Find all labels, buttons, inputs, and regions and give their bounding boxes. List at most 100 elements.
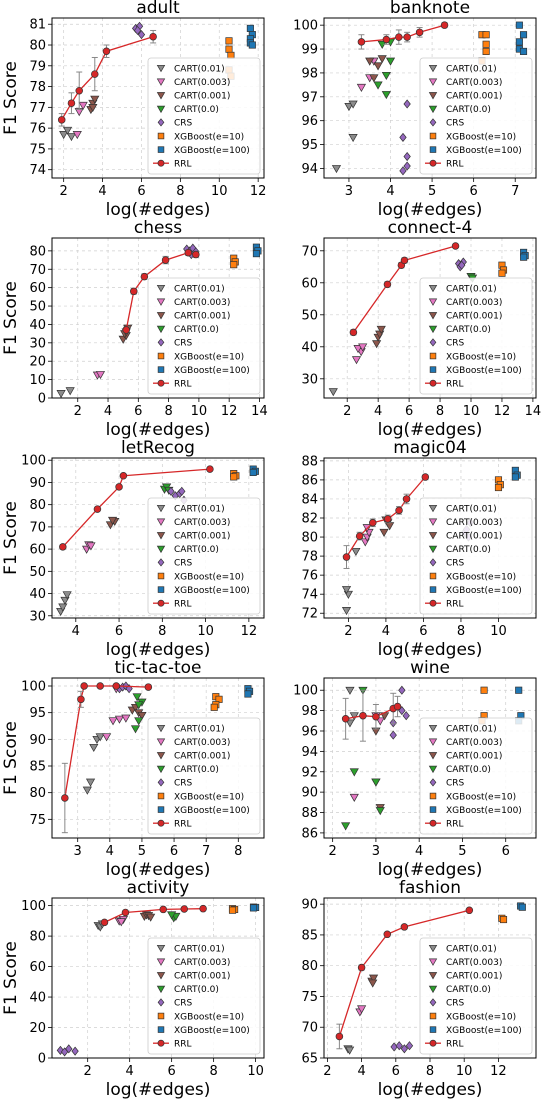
legend-item: CART(0.01) <box>428 64 497 74</box>
legend-marker <box>156 958 166 966</box>
data-point <box>345 686 355 695</box>
data-point <box>56 1045 65 1055</box>
legend-item: CART(0.01) <box>156 944 225 954</box>
legend-item: XGBoost(e=100) <box>157 806 250 816</box>
data-point <box>244 690 252 698</box>
series-XGBoost(e=100) <box>511 466 521 481</box>
data-point <box>61 794 69 802</box>
series-CART(0.01) <box>59 126 77 142</box>
data-point <box>167 911 177 920</box>
legend: CART(0.01) CART(0.003) CART(0.001) CART(0.0… <box>147 717 261 835</box>
data-point <box>86 542 96 551</box>
data-point <box>498 269 506 277</box>
y-tick-label: 98 <box>301 704 318 719</box>
x-axis-label: log(#edges) <box>106 640 211 660</box>
y-tick-label: 80 <box>29 498 46 513</box>
x-tick-label: 5 <box>458 844 466 859</box>
series-CART(0.001) <box>139 911 156 922</box>
series-CART(0.003) <box>102 685 131 742</box>
y-tick-label: 40 <box>29 587 46 602</box>
y-tick-label: 78 <box>301 550 318 565</box>
legend-marker <box>156 92 166 100</box>
data-point <box>349 768 359 777</box>
legend-item: CART(0.01) <box>156 504 225 514</box>
legend-marker <box>156 518 166 526</box>
data-point <box>65 387 75 396</box>
y-axis-label: F1 Score <box>1 721 21 795</box>
legend-marker <box>157 558 165 567</box>
legend-marker <box>428 944 438 953</box>
legend-label: XGBoost(e=10) <box>446 1012 516 1022</box>
legend-marker <box>157 338 165 347</box>
data-point <box>368 979 378 988</box>
legend-label: XGBoost(e=100) <box>446 1026 522 1036</box>
y-tick-label: 30 <box>29 609 46 624</box>
legend-label: CRS <box>174 779 193 789</box>
legend-label: CART(0.0) <box>174 105 219 115</box>
legend-item: CART(0.001) <box>156 972 230 982</box>
x-tick-label: 12 <box>241 624 258 639</box>
data-point <box>249 468 257 476</box>
data-point <box>59 543 67 551</box>
legend-label: CART(0.003) <box>174 738 230 748</box>
legend-marker <box>428 518 438 526</box>
legend-label: CART(0.01) <box>446 724 497 734</box>
data-point <box>82 786 92 795</box>
data-point <box>398 685 406 695</box>
legend-label: CART(0.0) <box>446 985 491 995</box>
data-point <box>112 682 120 690</box>
x-tick-label: 12 <box>221 404 238 419</box>
legend-item: CART(0.0) <box>428 105 491 115</box>
legend-marker <box>156 298 166 306</box>
y-tick-label: 90 <box>29 733 46 748</box>
legend-label: CRS <box>446 339 465 349</box>
data-point <box>403 33 411 41</box>
data-point <box>371 778 381 787</box>
series-RRL <box>122 248 200 334</box>
legend-marker <box>157 1012 165 1020</box>
y-tick-label: 40 <box>301 340 318 355</box>
x-tick-label: 12 <box>494 404 511 419</box>
legend-item: CART(0.0) <box>156 545 219 555</box>
y-tick-label: 80 <box>29 930 46 945</box>
x-tick-label: 14 <box>251 404 268 419</box>
y-tick-label: 0 <box>38 392 46 407</box>
data-point <box>372 712 380 721</box>
legend-item: CART(0.003) <box>156 518 230 528</box>
data-point <box>134 717 144 726</box>
x-tick-label: 4 <box>126 1064 134 1079</box>
series-XGBoost(e=100) <box>246 24 256 49</box>
legend-label: XGBoost(e=10) <box>174 132 244 142</box>
data-point <box>400 1044 409 1054</box>
series-XGBoost(e=10) <box>228 905 239 914</box>
legend-marker <box>429 806 437 813</box>
data-point <box>134 701 144 710</box>
data-point <box>252 250 260 258</box>
legend-item: XGBoost(e=10) <box>429 572 516 582</box>
y-tick-label: 30 <box>29 336 46 351</box>
legend-marker <box>156 972 166 980</box>
legend-item: XGBoost(e=10) <box>429 132 516 142</box>
y-tick-label: 90 <box>301 898 318 913</box>
legend-item: CART(0.003) <box>156 78 230 88</box>
legend-marker <box>428 532 438 540</box>
chart-panel-letRecog: 4 6 8 10 12 30 40 50 60 70 80 90 100 letRecog log(#edg… <box>1 438 265 660</box>
series-CART(0.01) <box>331 100 358 174</box>
legend-label: CART(0.001) <box>446 532 502 542</box>
legend-marker <box>156 284 166 293</box>
legend-item: XGBoost(e=100) <box>429 806 522 816</box>
series-CART(0.01) <box>343 1045 355 1055</box>
y-tick-label: 88 <box>301 806 318 821</box>
legend-box <box>147 497 261 615</box>
series-CART(0.01) <box>56 591 72 617</box>
data-point <box>116 918 126 927</box>
legend-item: CRS <box>157 998 193 1009</box>
legend-box <box>419 937 533 1055</box>
legend-item: RRL <box>153 600 192 610</box>
legend-marker <box>157 146 165 153</box>
data-point <box>78 101 88 110</box>
legend-item: CART(0.0) <box>156 325 219 335</box>
legend-marker <box>156 738 166 746</box>
data-point <box>515 21 523 29</box>
series-XGBoost(e=100) <box>520 248 529 261</box>
